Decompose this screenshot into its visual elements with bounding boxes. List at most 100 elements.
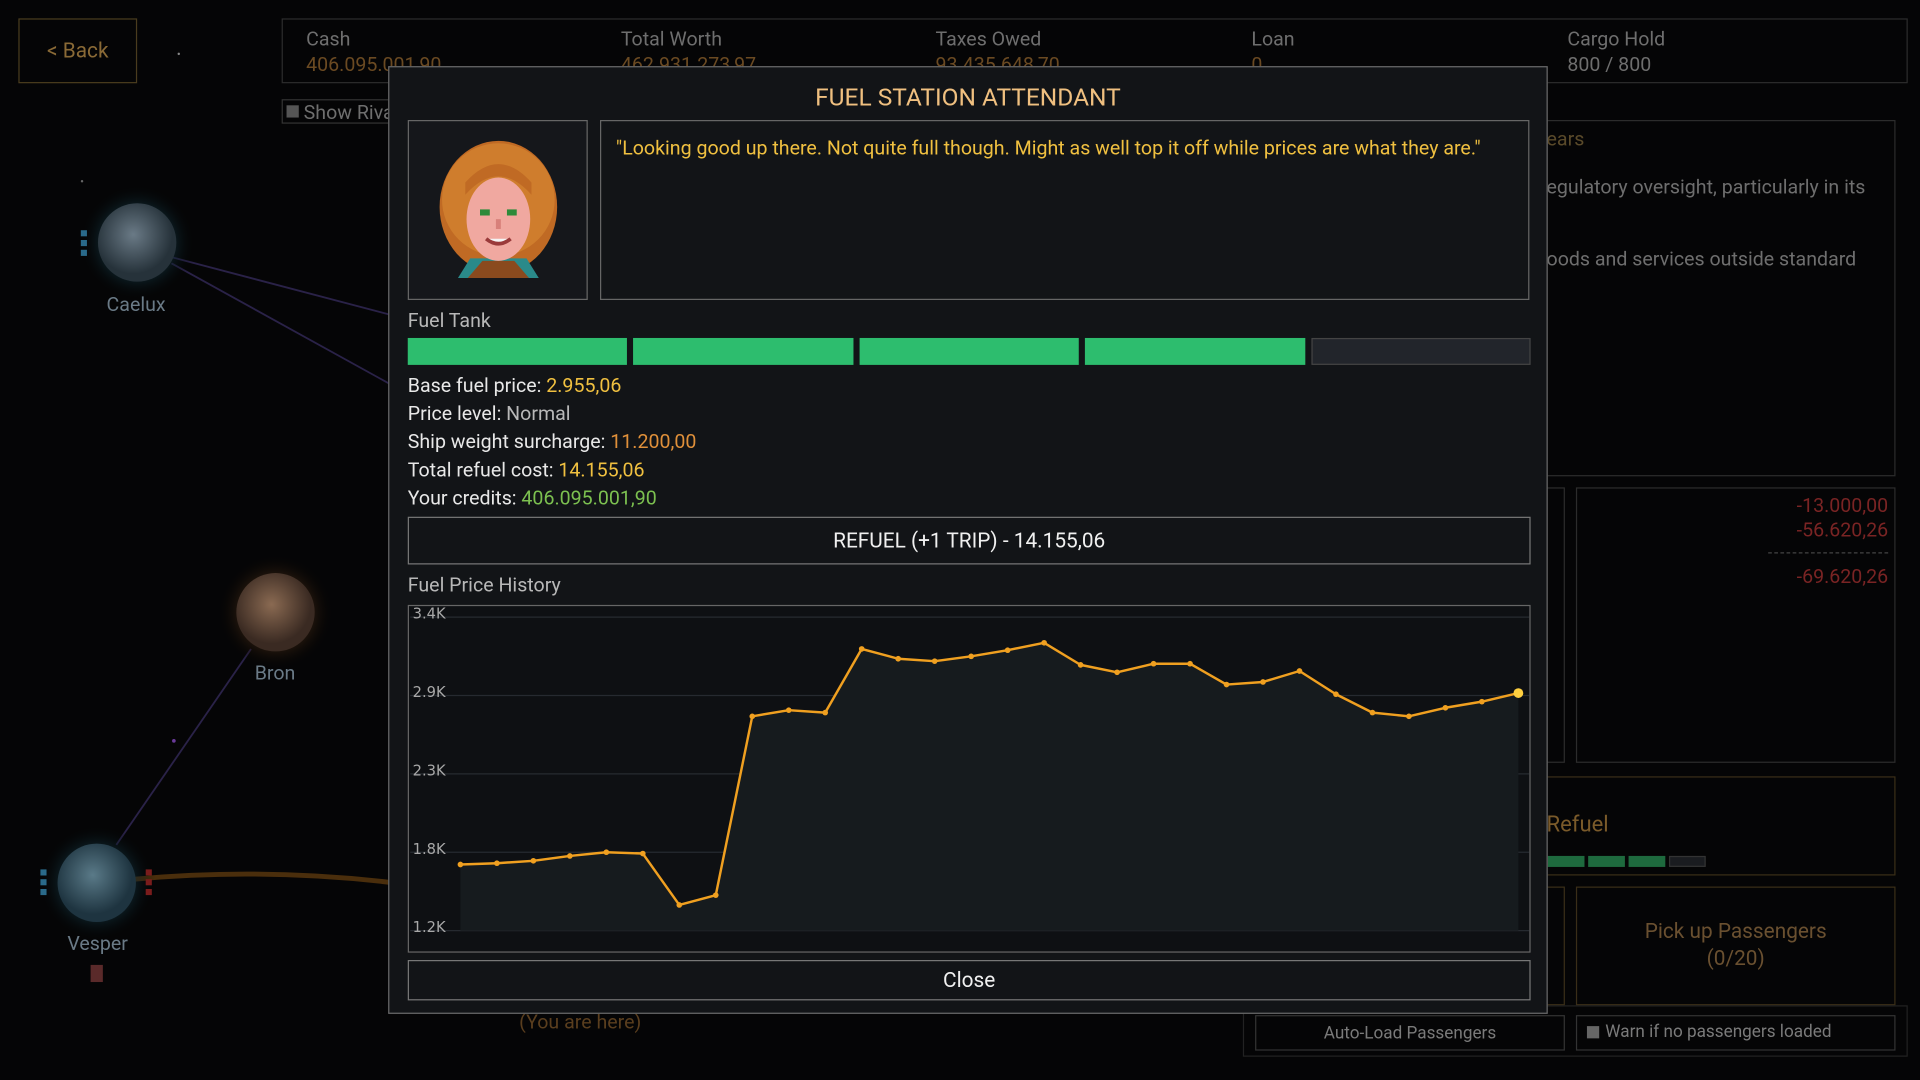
price-point [1223, 681, 1230, 688]
stat-label: Total Worth [620, 26, 723, 51]
quote: "Looking good up there. Not quite full t… [615, 135, 1481, 160]
panel-title: ears [1546, 127, 1585, 151]
mini-fuel-segment [1547, 855, 1585, 867]
fuel-segment [407, 337, 628, 365]
price-point [1406, 713, 1412, 720]
toggle-label: Warn if no passengers loaded [1605, 1022, 1832, 1043]
warn-toggle[interactable]: Warn if no passengers loaded [1575, 1015, 1896, 1051]
price-point [1004, 647, 1011, 654]
toggle-label: Show Riva [303, 100, 394, 124]
pickup-button[interactable]: Pick up Passengers (0/20) [1575, 886, 1896, 1006]
price-point [1479, 698, 1485, 705]
back-button[interactable]: < Back [18, 18, 138, 84]
ledger-entry: -56.620,26 [1796, 517, 1889, 542]
portrait-frame [407, 120, 588, 301]
stat-label: Taxes Owed [935, 26, 1042, 51]
star [177, 52, 181, 56]
info-value: 2.955,06 [546, 373, 622, 397]
panel-title: Refuel [1546, 811, 1609, 838]
ledger-rule [1768, 552, 1889, 554]
star [80, 180, 84, 183]
panel-text: oods and services outside standard [1546, 247, 1857, 271]
fuel-segment [1085, 337, 1305, 365]
face [466, 177, 531, 261]
portrait [439, 140, 558, 278]
planet[interactable] [236, 573, 315, 652]
price-point [749, 713, 756, 720]
button-label: (0/20) [1706, 946, 1765, 972]
price-line [460, 641, 1519, 907]
ledger-entry: -13.000,00 [1796, 493, 1889, 517]
price-point [931, 658, 938, 664]
price-point [1296, 668, 1303, 674]
refuel-button[interactable]: REFUEL (+1 TRIP) - 14.155,06 [407, 516, 1531, 565]
jacket [467, 260, 529, 278]
close-button[interactable]: Close [407, 960, 1531, 1001]
price-point [1260, 679, 1266, 685]
price-point [895, 655, 902, 662]
price-point [603, 849, 610, 856]
checkbox [286, 105, 299, 118]
rival-markers [145, 869, 152, 896]
stat-label: Loan [1251, 26, 1295, 51]
planet-label: Caelux [106, 292, 166, 316]
mini-fuel-segment [1588, 855, 1625, 867]
mini-fuel-segment [1668, 855, 1706, 867]
checkbox [1586, 1026, 1600, 1039]
price-point [567, 853, 573, 859]
fuel-dialog: FUEL STATION ATTENDANT "Looking good up … [388, 66, 1548, 1014]
price-point [1187, 660, 1193, 667]
price-point [1150, 660, 1157, 667]
price-point [822, 709, 829, 716]
fuel-segment [1310, 337, 1531, 365]
section-label: Fuel Price History [407, 573, 561, 597]
star [172, 738, 176, 743]
eye [506, 209, 517, 216]
planet[interactable] [97, 203, 177, 282]
section-label: Fuel Tank [407, 308, 491, 332]
ledger-total: -69.620,26 [1796, 564, 1889, 588]
price-point [712, 892, 719, 898]
refuel-panel[interactable]: Refuel [1493, 776, 1896, 876]
price-point [457, 861, 464, 868]
price-point [1513, 688, 1524, 698]
price-point [676, 902, 683, 908]
route [170, 262, 405, 393]
price-point [1041, 639, 1047, 646]
info-value: Normal [506, 401, 571, 425]
price-history-chart: 3.4K 2.9K 2.3K 1.8K 1.2K [407, 604, 1531, 953]
active-route [134, 871, 405, 887]
info-line: Price level: Normal [408, 402, 571, 425]
price-point [494, 860, 500, 867]
stat-value: 0 [1251, 52, 1263, 76]
planet-label: Bron [254, 661, 296, 685]
station-markers [40, 230, 87, 896]
ship-icon [90, 964, 103, 983]
mouth [484, 237, 512, 246]
price-point [1333, 691, 1339, 698]
fuel-segment [859, 337, 1080, 365]
quote-box: "Looking good up there. Not quite full t… [600, 120, 1530, 301]
route [171, 256, 405, 320]
mini-fuel-segment [1628, 855, 1666, 867]
nose [495, 219, 501, 229]
footer-panel [1242, 1005, 1908, 1057]
planet[interactable] [57, 843, 136, 923]
show-rivals-toggle[interactable]: Show Riva [281, 99, 394, 124]
price-area [460, 642, 1519, 931]
bangs [465, 164, 532, 195]
info-value: 406.095.001,90 [521, 486, 657, 510]
stat-label: Cash [306, 26, 351, 51]
info-line: Total refuel cost: 14.155,06 [408, 458, 645, 481]
price-point [530, 857, 537, 864]
eye [480, 209, 490, 216]
info-label: Base fuel price: [407, 373, 542, 397]
price-point [1369, 709, 1376, 716]
y-tick-label: 1.8K [413, 841, 446, 858]
auto-load-button[interactable]: Auto-Load Passengers [1255, 1015, 1565, 1051]
info-line: Ship weight surcharge: 11.200,00 [408, 430, 697, 453]
route [115, 648, 252, 846]
ledger-panel: -13.000,00 -56.620,26 -69.620,26 [1575, 487, 1896, 763]
stat-value: 800 / 800 [1567, 52, 1652, 76]
